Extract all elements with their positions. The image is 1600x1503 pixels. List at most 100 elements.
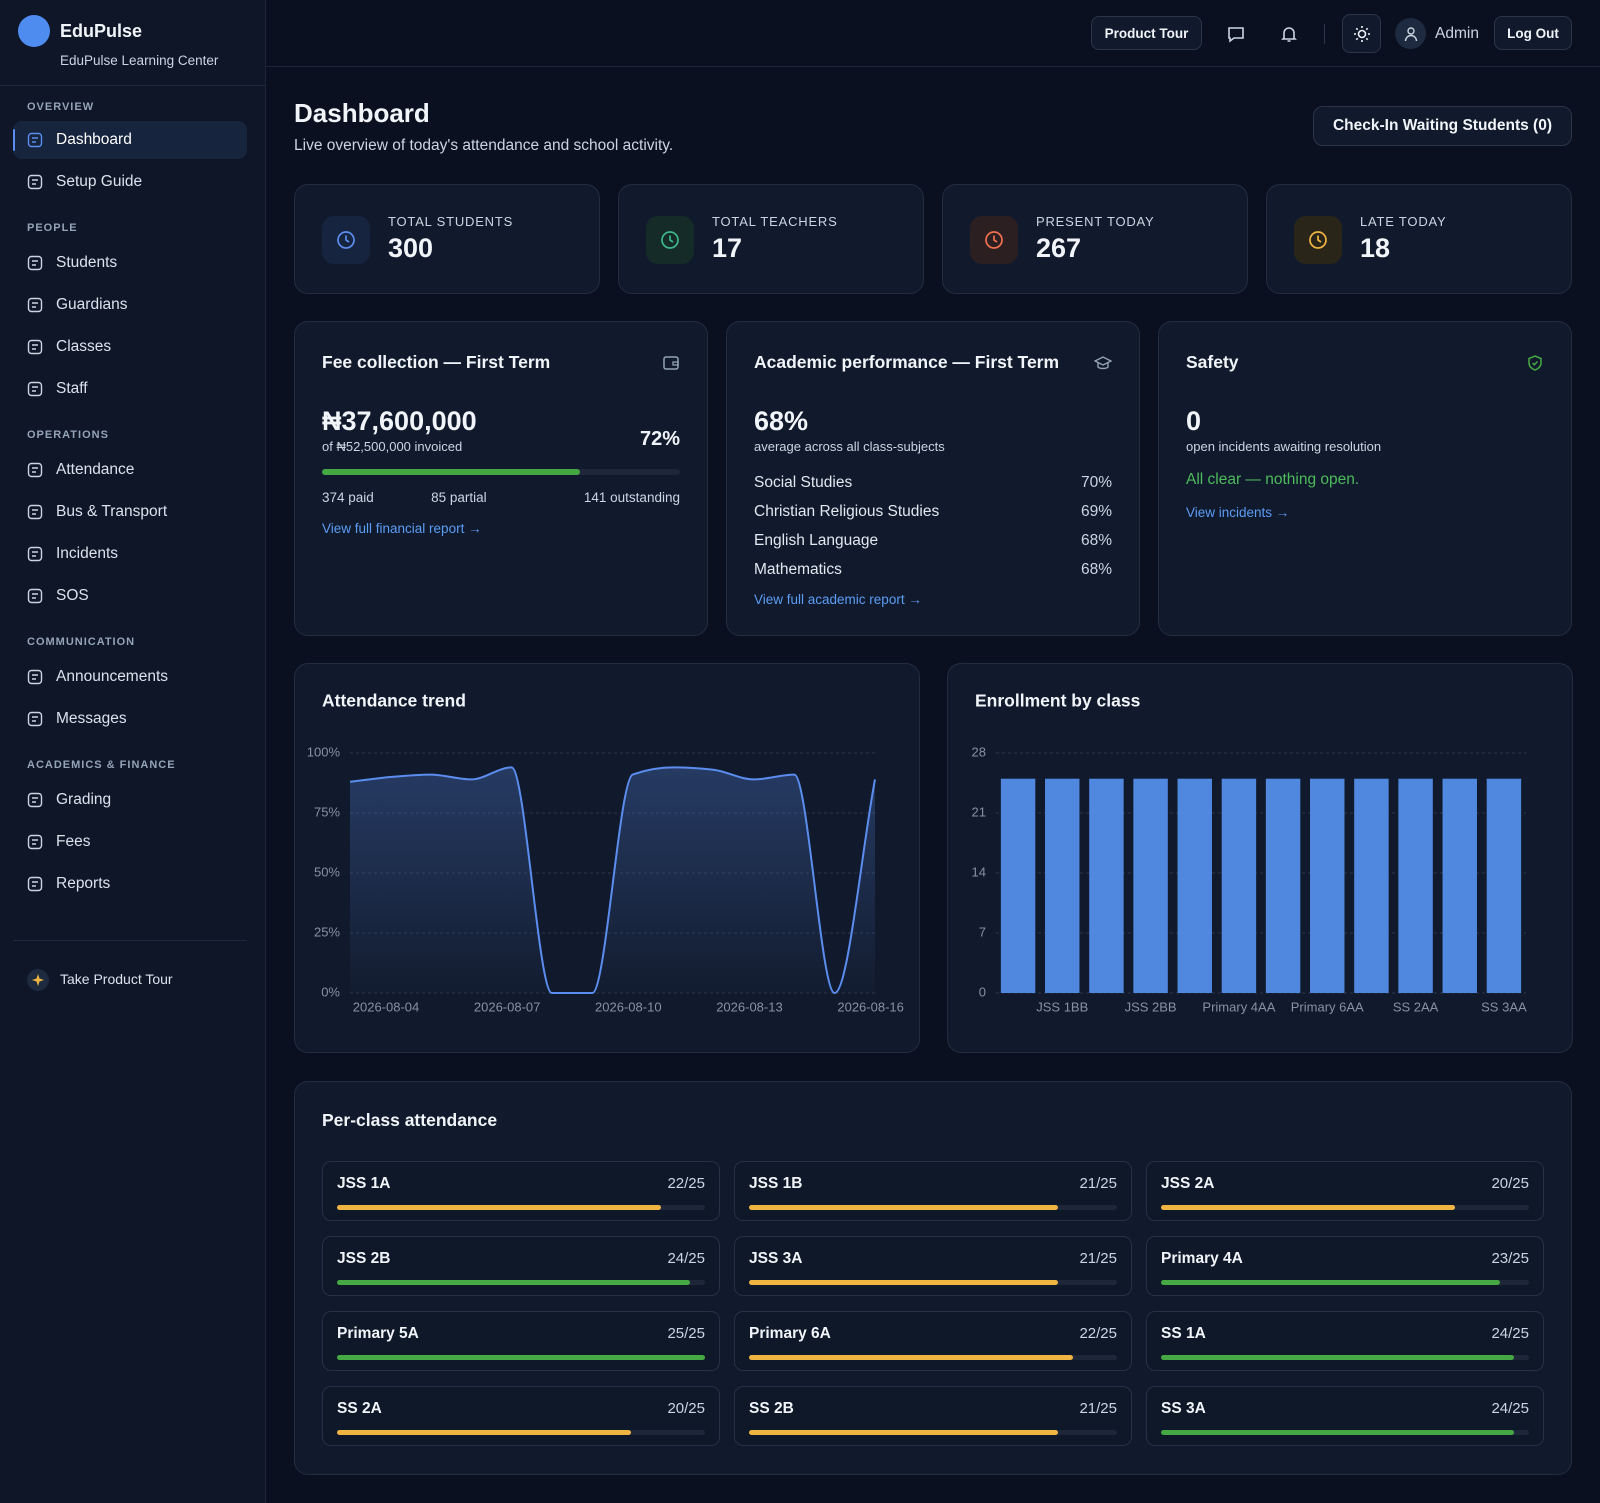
stat-card: TOTAL STUDENTS 300: [294, 184, 600, 294]
bar: [1486, 778, 1522, 993]
nav-label: Staff: [56, 380, 88, 397]
nav-label: Guardians: [56, 296, 128, 313]
nav-label: Incidents: [56, 545, 119, 562]
fee-link[interactable]: View full financial report →: [322, 521, 482, 536]
progress-fill: [749, 1205, 1059, 1210]
topbar: Product Tour Admin Log Out: [266, 0, 1600, 67]
icon-shape: [1353, 25, 1370, 42]
safety-link[interactable]: View incidents →: [1186, 505, 1290, 520]
fee-paid: 374 paid: [322, 490, 374, 505]
academic-link[interactable]: View full academic report →: [754, 592, 922, 607]
product-tour-button[interactable]: Product Tour: [1091, 16, 1202, 50]
nav-item[interactable]: Students: [13, 242, 247, 284]
notifications-icon[interactable]: [1279, 24, 1299, 44]
progress-track: [749, 1280, 1117, 1285]
stat-icon: [646, 216, 694, 264]
progress-fill: [337, 1280, 691, 1285]
bar: [1000, 778, 1036, 993]
class-name: JSS 1A: [337, 1175, 391, 1192]
icon-shape: [32, 716, 38, 722]
progress-track: [1161, 1280, 1529, 1285]
per-class-card: Per-class attendance JSS 1A 22/25 JSS 1B 21…: [294, 1081, 1572, 1475]
nav-item[interactable]: Guardians: [13, 284, 247, 326]
stat-card: PRESENT TODAY 267: [942, 184, 1248, 294]
nav-item[interactable]: Attendance: [13, 449, 247, 491]
nav-item[interactable]: Reports: [13, 863, 247, 905]
subject-score: 68%: [1080, 560, 1112, 578]
check-in-button[interactable]: Check-In Waiting Students (0): [1313, 106, 1572, 146]
y-tick-label: 0%: [321, 984, 340, 999]
class-name: SS 2B: [749, 1400, 794, 1417]
nav-icon: [27, 588, 43, 604]
logo[interactable]: [18, 15, 50, 47]
stat-value: 300: [388, 233, 434, 263]
stat-icon: [970, 216, 1018, 264]
nav-item[interactable]: Bus & Transport: [13, 491, 247, 533]
nav: OVERVIEW Dashboard Setup Guide PEOPLE Studen…: [13, 95, 247, 905]
icon-shape: [27, 339, 43, 355]
incident-count: 0: [1186, 406, 1202, 436]
brand[interactable]: EduPulse: [60, 21, 143, 41]
theme-toggle[interactable]: [1342, 14, 1381, 53]
nav-icon: [27, 834, 43, 850]
icon-shape: [32, 179, 38, 185]
nav-item[interactable]: Setup Guide: [13, 161, 247, 203]
icon-shape: [1281, 27, 1297, 42]
class-name: Primary 6A: [749, 1325, 831, 1342]
x-tick-label: SS 2AA: [1393, 999, 1439, 1014]
nav-item[interactable]: Fees: [13, 821, 247, 863]
avatar[interactable]: [1395, 18, 1426, 49]
x-tick-label: JSS 2BB: [1125, 999, 1177, 1014]
class-tile: Primary 5A 25/25: [322, 1311, 720, 1371]
nav-item[interactable]: Incidents: [13, 533, 247, 575]
icon: [337, 231, 355, 249]
nav-item[interactable]: Announcements: [13, 656, 247, 698]
nav-item[interactable]: Staff: [13, 368, 247, 410]
progress-fill: [337, 1205, 661, 1210]
class-name: SS 1A: [1161, 1325, 1206, 1342]
nav-item[interactable]: Dashboard: [13, 121, 247, 159]
icon-shape: [1404, 34, 1417, 41]
nav-label: Dashboard: [56, 131, 132, 148]
nav-icon: [27, 711, 43, 727]
progress-fill: [749, 1355, 1073, 1360]
nav-item[interactable]: Messages: [13, 698, 247, 740]
card-title: Per-class attendance: [322, 1110, 498, 1130]
x-tick-label: 2026-08-10: [595, 999, 662, 1014]
chart: Attendance trend 0% 25% 50% 75% 100% 2026-08-…: [307, 691, 904, 1015]
icon-shape: [32, 551, 38, 557]
messages-icon[interactable]: [1226, 24, 1246, 44]
stat-label: PRESENT TODAY: [1036, 214, 1155, 229]
bar: [1442, 778, 1477, 993]
x-tick-label: 2026-08-13: [716, 999, 783, 1014]
subject-row: Mathematics 68%: [754, 555, 1112, 584]
cap-icon: [1094, 356, 1112, 370]
icon-shape: [661, 231, 679, 249]
chart-title: Attendance trend: [322, 691, 466, 711]
icon-shape: [27, 669, 43, 685]
icon-shape: [27, 132, 43, 148]
nav-item[interactable]: Classes: [13, 326, 247, 368]
icon-shape: [1406, 26, 1415, 35]
class-count: 20/25: [667, 1400, 705, 1417]
stat-value: 18: [1360, 233, 1391, 263]
nav-item[interactable]: Grading: [13, 779, 247, 821]
nav-item[interactable]: SOS: [13, 575, 247, 617]
nav-label: Students: [56, 254, 118, 271]
bar: [1045, 778, 1080, 993]
x-tick-label: Primary 4AA: [1202, 999, 1275, 1014]
bar: [1354, 778, 1389, 993]
class-count: 22/25: [667, 1175, 705, 1192]
tour-link[interactable]: Take Product Tour: [60, 971, 173, 987]
bar: [1089, 778, 1124, 993]
icon-shape: [1528, 355, 1542, 371]
progress-track: [337, 1430, 705, 1435]
safety-card: Safety 0 open incidents awaiting resolut…: [1158, 321, 1572, 636]
sidebar: EduPulse EduPulse Learning Center OVERVI…: [0, 0, 266, 1503]
class-tile: JSS 2B 24/25: [322, 1236, 720, 1296]
progress-fill: [322, 469, 580, 475]
x-tick-label: Primary 6AA: [1291, 999, 1364, 1014]
stat-value: 267: [1036, 233, 1082, 263]
logout-button[interactable]: Log Out: [1494, 16, 1572, 50]
icon-shape: [32, 386, 38, 392]
